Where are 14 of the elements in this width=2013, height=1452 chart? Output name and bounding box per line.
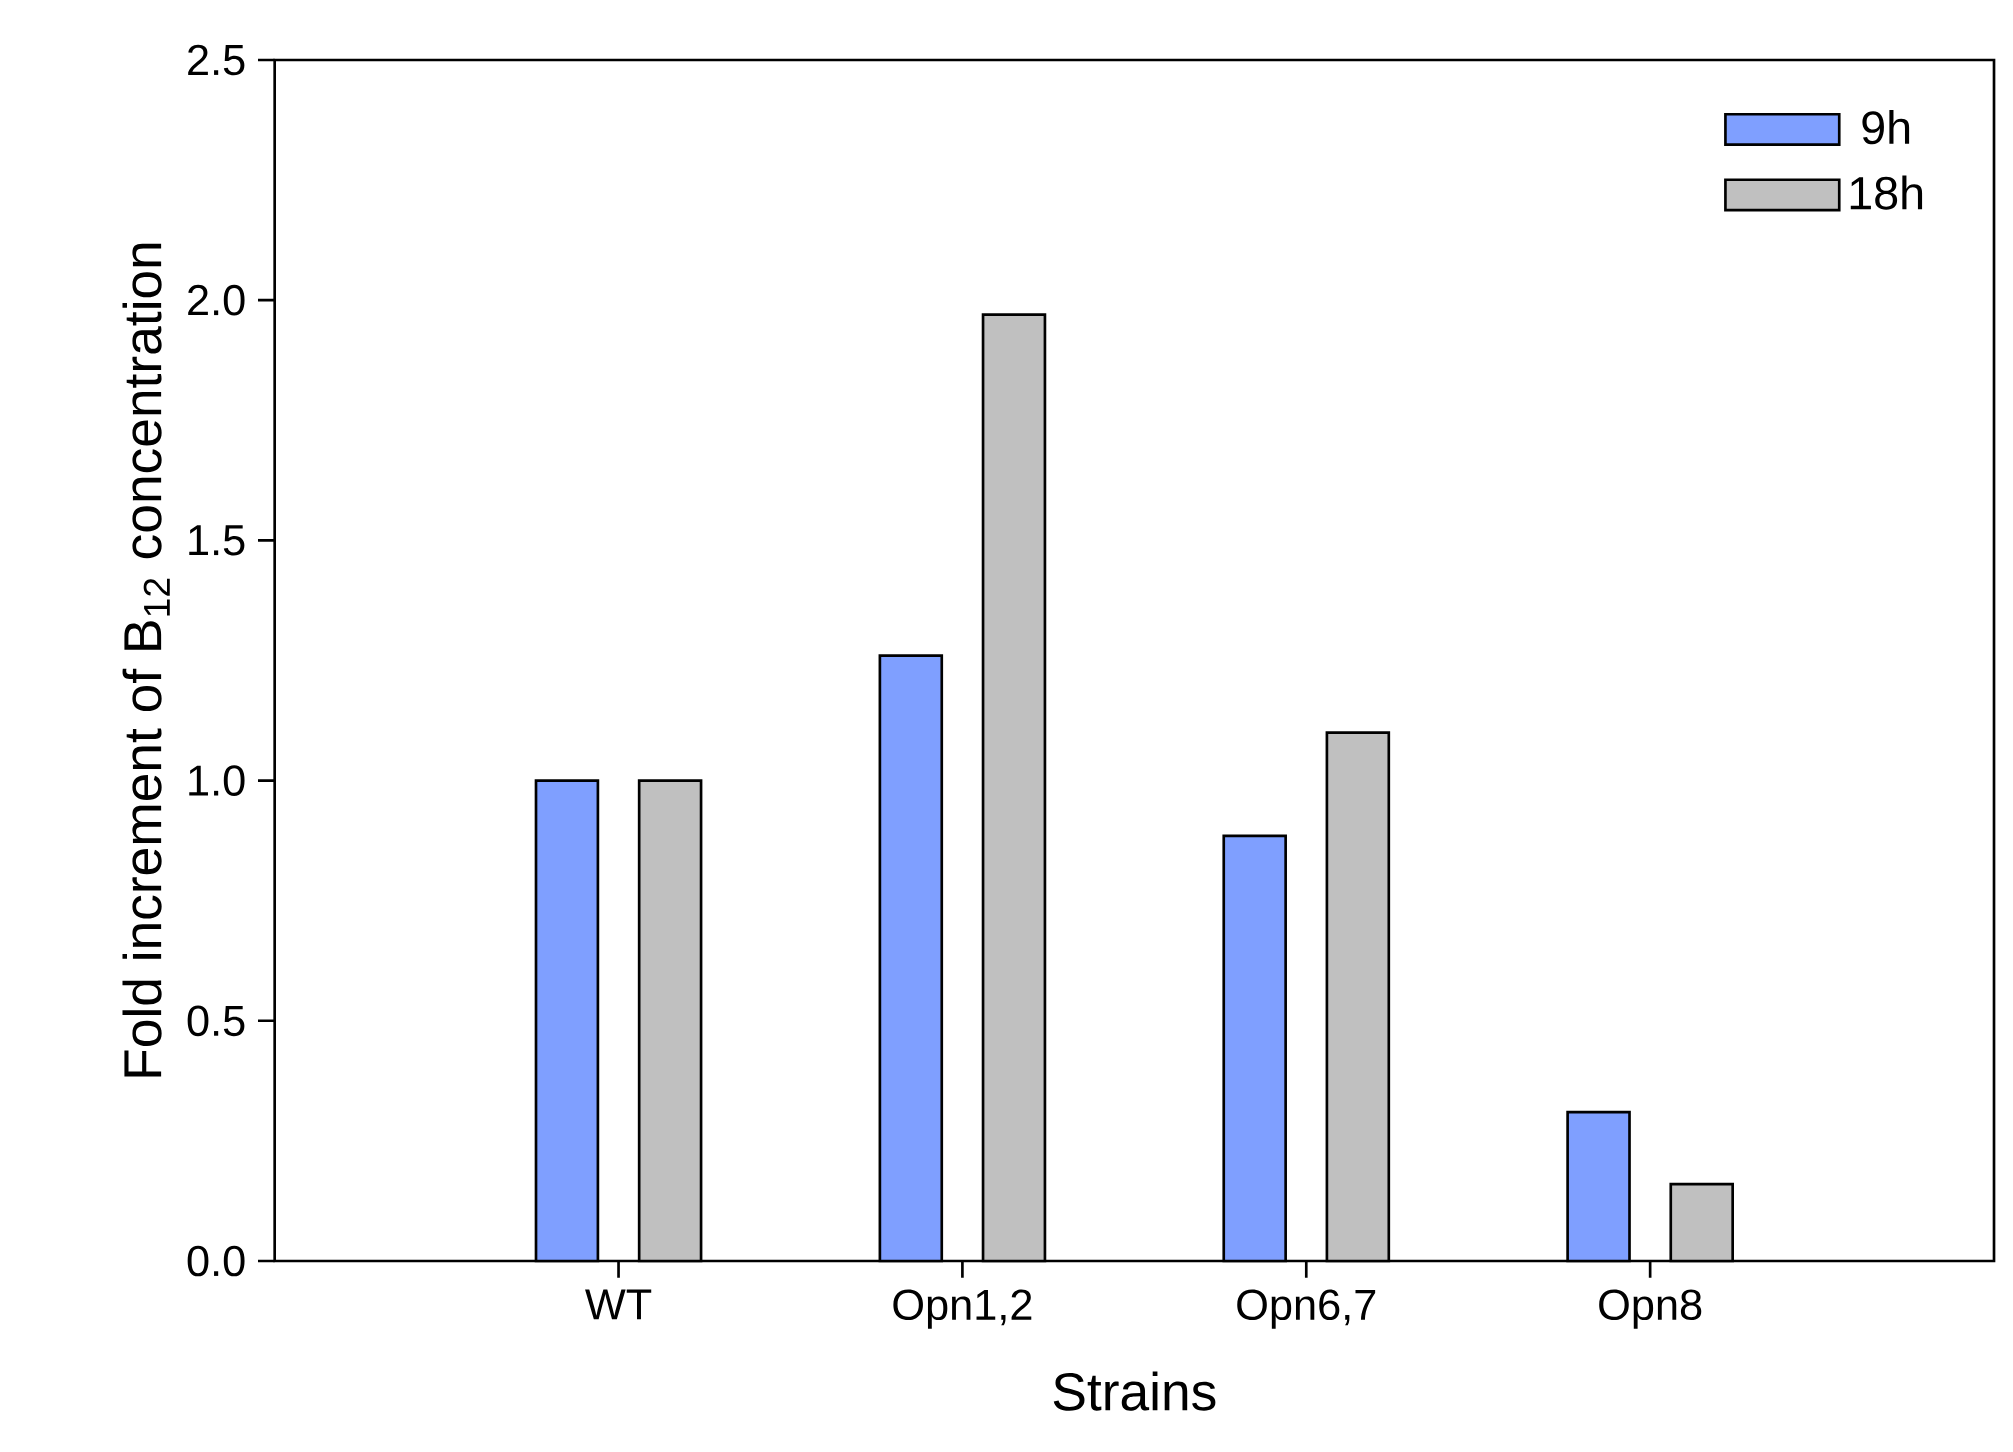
y-tick-label: 2.5 [188,44,245,76]
x-tick-label: Opn1,2 [893,1289,1032,1329]
x-tick-label: Opn6,7 [1237,1289,1376,1329]
y-tick-label: 1.0 [189,765,245,796]
x-tick-label: Opn8 [1599,1289,1702,1329]
y-tick-label: 0.5 [187,1005,245,1037]
legend-label: 9h [1862,110,1910,145]
x-tick-label: WT [585,1289,652,1320]
x-axis-title: Strains [1053,1371,1216,1411]
legend-label: 18h [1850,175,1923,210]
y-tick-label: 0.0 [187,1245,245,1277]
y-tick-label: 2.0 [188,284,245,316]
y-tick-label: 1.5 [189,525,245,556]
y-axis-title: Fold increment of B$_{12}$ concentration [122,243,170,1077]
